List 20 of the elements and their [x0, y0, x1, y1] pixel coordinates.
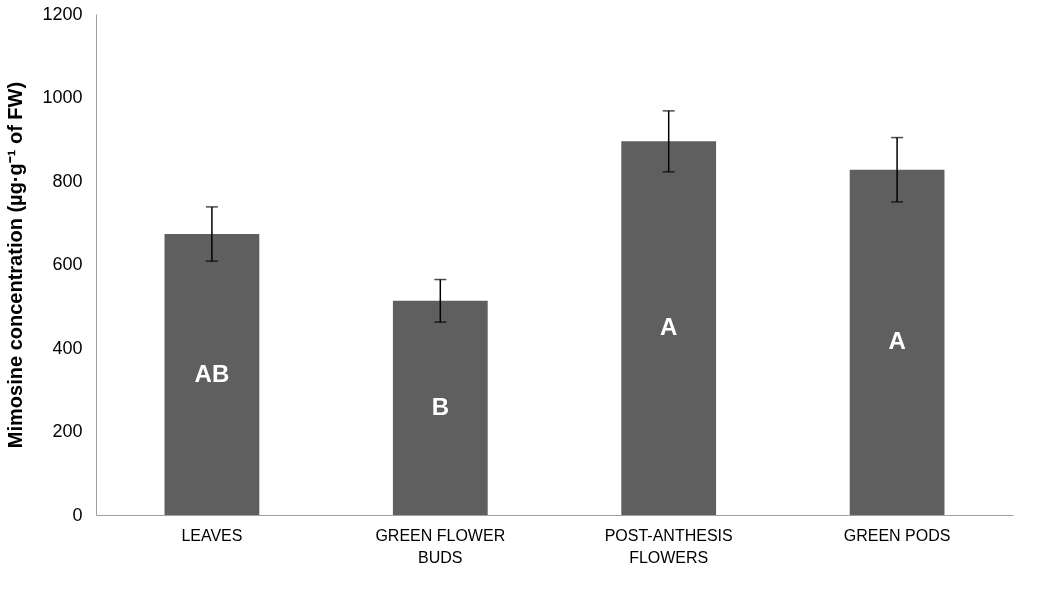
- x-tick-label: LEAVES: [181, 526, 243, 544]
- bar: [621, 141, 717, 515]
- x-tick-label: GREEN PODS: [843, 526, 951, 544]
- y-tick-label: 0: [72, 504, 83, 525]
- y-axis-title: Mimosine concentration (µg·g⁻¹ of FW): [4, 81, 27, 449]
- annotation: B: [431, 392, 449, 420]
- bar: [392, 300, 488, 515]
- y-tick-label: 1200: [42, 3, 83, 24]
- y-tick-label: 200: [52, 421, 83, 441]
- bar: [164, 234, 260, 515]
- y-tick-label: 400: [52, 337, 83, 358]
- y-tick-label: 800: [52, 170, 83, 191]
- x-tick-label: GREEN FLOWER BUDS: [375, 526, 506, 566]
- y-tick-label: 1000: [42, 87, 83, 107]
- annotation: A: [888, 327, 906, 355]
- annotation: AB: [194, 359, 230, 387]
- x-tick-label: POST-ANTHESIS FLOWERS: [604, 526, 733, 566]
- bar: [849, 169, 945, 515]
- annotation: A: [660, 313, 678, 341]
- y-tick-label: 600: [52, 254, 83, 274]
